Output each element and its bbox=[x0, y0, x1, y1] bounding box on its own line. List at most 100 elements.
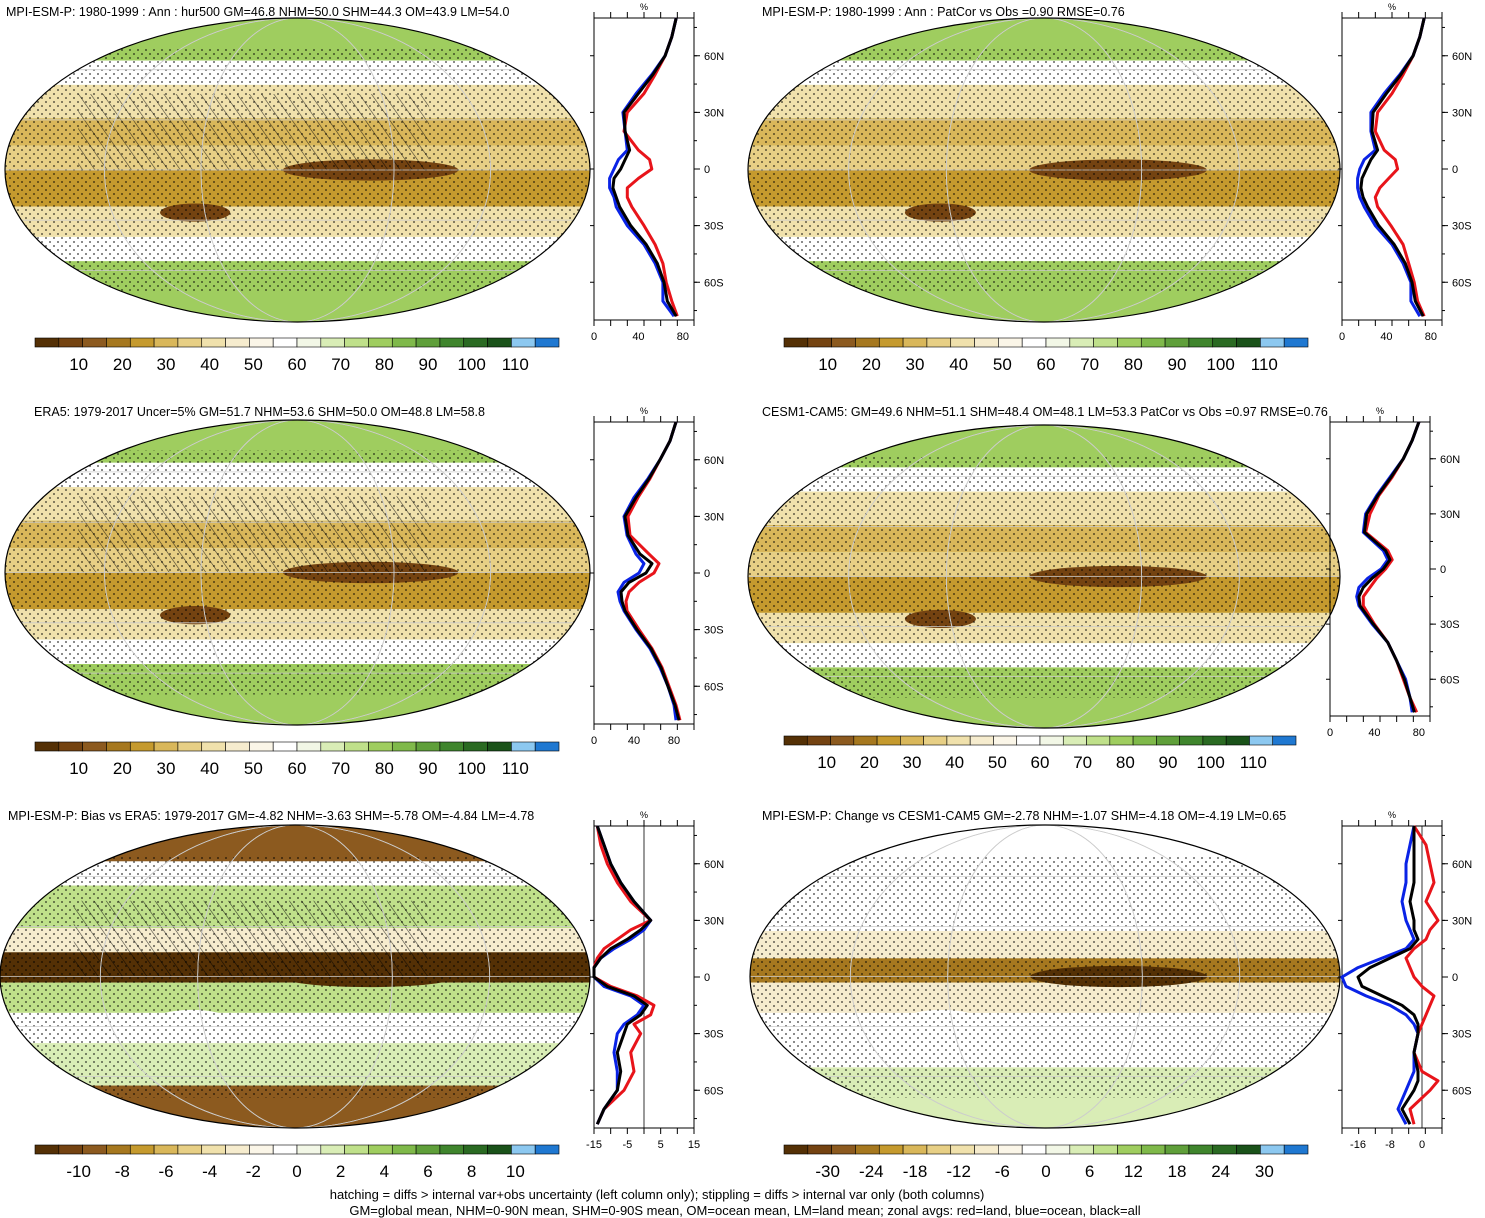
profile-y-label: 30N bbox=[704, 107, 724, 119]
colorbar-cell bbox=[129, 337, 155, 348]
colorbar-cell bbox=[511, 1144, 536, 1155]
profile-line-land bbox=[592, 825, 656, 1125]
colorbar-cell bbox=[511, 741, 536, 752]
colorbar-label: 40 bbox=[200, 759, 219, 778]
profile-y-label: 0 bbox=[704, 164, 710, 176]
colorbar-label: -18 bbox=[903, 1162, 928, 1181]
colorbar-cell bbox=[855, 1144, 880, 1155]
profile-y-label: 30S bbox=[1440, 619, 1460, 631]
colorbar-cell bbox=[1164, 1144, 1190, 1155]
profile-x-label: 80 bbox=[677, 331, 689, 343]
profile-line-land bbox=[622, 17, 679, 317]
colorbar-cell bbox=[1156, 735, 1180, 746]
profile-y-label: 0 bbox=[1440, 564, 1446, 576]
panel-title: ERA5: 1979-2017 Uncer=5% GM=51.7 NHM=53.… bbox=[34, 405, 485, 419]
colorbar-label: 50 bbox=[993, 355, 1012, 374]
colorbar-cell bbox=[1117, 337, 1142, 348]
colorbar-label: 30 bbox=[906, 355, 925, 374]
colorbar-cell bbox=[1093, 1144, 1118, 1155]
colorbar-cell bbox=[830, 735, 855, 746]
colorbar-cell bbox=[272, 741, 298, 752]
colorbar-cell bbox=[368, 337, 393, 348]
colorbar-label: 18 bbox=[1168, 1162, 1187, 1181]
profile-x-label: 0 bbox=[591, 331, 597, 343]
colorbar-cell bbox=[974, 337, 999, 348]
colorbar-cell bbox=[783, 735, 808, 746]
map-field bbox=[5, 18, 590, 322]
colorbar-label: 20 bbox=[860, 753, 879, 772]
graticule-meridian bbox=[945, 18, 1143, 322]
map-outline bbox=[4, 17, 591, 323]
colorbar-cell bbox=[153, 741, 179, 752]
colorbar-cell bbox=[1140, 1144, 1166, 1155]
colorbar-cell bbox=[58, 1144, 83, 1155]
graticule-meridian bbox=[848, 18, 1240, 322]
colorbar-cell bbox=[878, 1144, 904, 1155]
footer-line-1: hatching = diffs > internal var+obs unce… bbox=[330, 1187, 985, 1202]
colorbar-cell bbox=[391, 337, 417, 348]
panel-title: MPI-ESM-P: 1980-1999 : Ann : PatCor vs O… bbox=[762, 5, 1125, 19]
colorbar-cell bbox=[807, 337, 832, 348]
colorbar-label: 30 bbox=[903, 753, 922, 772]
colorbar-label: 40 bbox=[945, 753, 964, 772]
profile-y-label: 0 bbox=[704, 972, 710, 984]
profile-frame bbox=[1341, 17, 1443, 321]
colorbar-label: 90 bbox=[419, 355, 438, 374]
colorbar-cell bbox=[831, 1144, 856, 1155]
profile-line-all bbox=[619, 421, 681, 721]
footer-line-2: GM=global mean, NHM=0-90N mean, SHM=0-90… bbox=[349, 1203, 1140, 1218]
profile-unit-label: % bbox=[640, 2, 648, 12]
colorbar-cell bbox=[415, 741, 441, 752]
colorbar-cell bbox=[249, 741, 274, 752]
colorbar-cell bbox=[1188, 337, 1214, 348]
colorbar-cell bbox=[344, 1144, 369, 1155]
colorbar-label: 80 bbox=[1124, 355, 1143, 374]
colorbar-cell bbox=[34, 741, 60, 752]
colorbar-label: 10 bbox=[818, 355, 837, 374]
profile-y-label: 60N bbox=[704, 51, 724, 63]
colorbar-cell bbox=[1212, 1144, 1237, 1155]
profile-y-label: 30S bbox=[704, 625, 724, 637]
colorbar-cell bbox=[900, 735, 924, 746]
colorbar-cell bbox=[1272, 735, 1297, 746]
colorbar-cell bbox=[106, 1144, 131, 1155]
colorbar-cell bbox=[1039, 735, 1064, 746]
colorbar-cell bbox=[1283, 337, 1309, 348]
panel-title: MPI-ESM-P: Change vs CESM1-CAM5 GM=-2.78… bbox=[762, 809, 1286, 823]
profile-x-label: 0 bbox=[1419, 1139, 1425, 1151]
graticule-meridian bbox=[99, 825, 491, 1128]
profile-line-all bbox=[1359, 17, 1426, 317]
colorbar-cell bbox=[1021, 1144, 1047, 1155]
colorbar-label: 40 bbox=[949, 355, 968, 374]
colorbar-cell bbox=[225, 741, 250, 752]
profile-x-label: -5 bbox=[622, 1139, 632, 1151]
colorbar-cell bbox=[993, 735, 1018, 746]
profile-y-label: 60N bbox=[1452, 51, 1472, 63]
colorbar-label: -2 bbox=[246, 1162, 261, 1181]
profile-y-label: 0 bbox=[704, 568, 710, 580]
colorbar-label: -10 bbox=[66, 1162, 91, 1181]
profile-line-land bbox=[624, 421, 682, 721]
profile-x-label: 80 bbox=[1425, 331, 1437, 343]
colorbar-label: -6 bbox=[995, 1162, 1010, 1181]
colorbar-cell bbox=[878, 337, 904, 348]
colorbar-cell bbox=[344, 337, 369, 348]
colorbar-cell bbox=[855, 337, 880, 348]
profile-line-all bbox=[1356, 826, 1420, 1125]
profile-y-label: 60S bbox=[1452, 277, 1472, 289]
colorbar-label: 70 bbox=[331, 355, 350, 374]
profile-line-ocean bbox=[592, 825, 653, 1125]
colorbar-label: 0 bbox=[292, 1162, 301, 1181]
colorbar-label: 10 bbox=[69, 759, 88, 778]
colorbar-cell bbox=[853, 735, 878, 746]
profile-x-label: 40 bbox=[628, 735, 640, 747]
profile-y-label: 30S bbox=[1452, 1029, 1472, 1041]
colorbar-cell bbox=[1283, 1144, 1309, 1155]
colorbar-cell bbox=[1045, 337, 1071, 348]
graticule-meridian bbox=[200, 18, 395, 322]
colorbar-label: -30 bbox=[815, 1162, 840, 1181]
colorbar-cell bbox=[487, 741, 512, 752]
map-field bbox=[5, 420, 590, 725]
colorbar-cell bbox=[1236, 1144, 1261, 1155]
